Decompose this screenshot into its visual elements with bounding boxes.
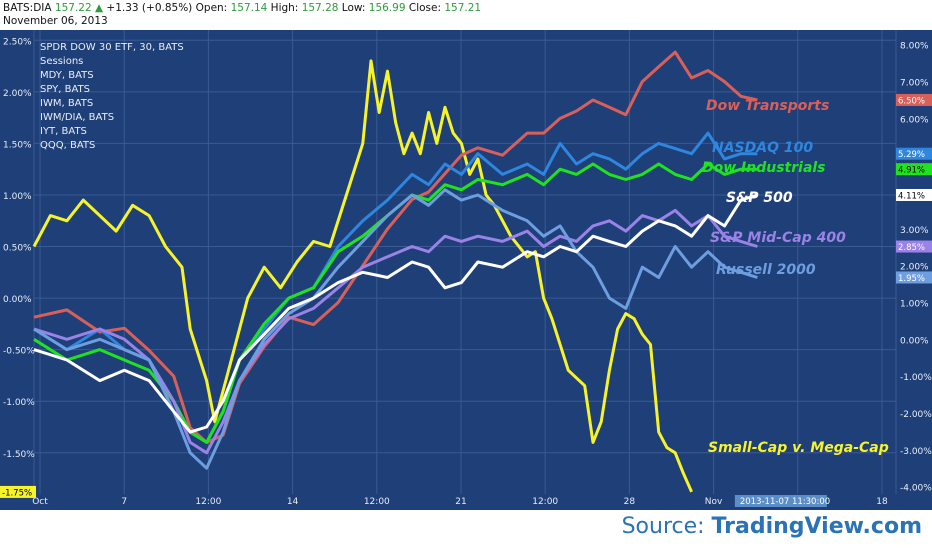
right-tick-label: 8.00% — [900, 42, 929, 52]
gridlines — [33, 30, 897, 494]
header-date: November 06, 2013 — [3, 15, 108, 27]
left-axis: 2.50% 2.00% 1.50% 1.00% 0.50% 0.00% -0.50% -1.0… — [3, 37, 35, 459]
legend-item: MDY, BATS — [40, 70, 94, 81]
left-tick-label: 1.00% — [3, 192, 32, 202]
left-tick-label: 1.50% — [3, 140, 32, 150]
high-label: High: — [270, 2, 299, 14]
end-tag-smallcap — [0, 485, 36, 498]
close-value: 157.21 — [444, 2, 482, 14]
right-tick-label: 2.00% — [900, 263, 929, 273]
legend-item: SPY, BATS — [40, 84, 90, 95]
series-line-sp500 — [33, 193, 758, 434]
series-line-russell — [33, 188, 758, 470]
right-tick-label: 0.00% — [900, 336, 929, 346]
series-line-smallcap — [32, 59, 693, 493]
legend-item: QQQ, BATS — [40, 140, 95, 151]
end-tag-industrials — [896, 163, 932, 176]
legend: SPDR DOW 30 ETF, 30, BATS Sessions MDY, BA… — [40, 42, 184, 151]
x-tick-label: Oct — [32, 497, 48, 507]
series-end-tags: -1.75% 6.50% 5.29% 4.91% 2.85% 1.95% 4.11% — [0, 93, 932, 498]
end-tag-russell — [896, 271, 932, 284]
end-tag-midcap — [896, 240, 932, 253]
end-tag-value-transports: 6.50% — [898, 96, 925, 106]
open-value: 157.14 — [230, 2, 268, 14]
right-tick-label: 3.00% — [900, 226, 929, 236]
crosshair-time-box — [734, 495, 827, 507]
series-label-midcap: S&P Mid-Cap 400 — [710, 230, 846, 246]
legend-item: IYT, BATS — [40, 126, 87, 137]
series-labels: Small-Cap v. Mega-Cap Dow Transports NASDA… — [702, 98, 889, 456]
close-label: Close: — [408, 2, 442, 14]
end-tag-value-nasdaq: 5.29% — [898, 150, 925, 160]
open-label: Open: — [195, 2, 228, 14]
right-tick-label: -3.00% — [900, 447, 932, 457]
x-tick-label: 12:00 — [532, 497, 558, 507]
x-tick-label: 21 — [455, 497, 466, 507]
left-tick-label: 2.50% — [3, 37, 32, 47]
symbol-header: BATS:DIA 157.22 ▲ +1.33 (+0.85%) Open: 1… — [0, 0, 932, 30]
end-tag-value-midcap: 2.85% — [898, 243, 925, 253]
ohlc-line: BATS:DIA 157.22 ▲ +1.33 (+0.85%) Open: 1… — [3, 2, 481, 14]
end-tag-value-industrials: 4.91% — [898, 166, 925, 176]
source-brand[interactable]: TradingView.com — [711, 514, 922, 539]
footer — [0, 510, 932, 550]
low-label: Low: — [341, 2, 366, 14]
high-value: 157.28 — [301, 2, 339, 14]
right-tick-label: 7.00% — [900, 79, 929, 89]
x-axis: Oct712:001412:002112:0028Nov12:00182013-… — [32, 495, 888, 507]
x-tick-label: Nov — [705, 497, 723, 507]
x-tick-label: 14 — [287, 497, 299, 507]
right-tick-label: 1.00% — [900, 300, 929, 310]
right-tick-label: -2.00% — [900, 410, 932, 420]
symbol-name: BATS:DIA — [3, 2, 52, 14]
end-tag-value-russell: 1.95% — [898, 274, 925, 284]
right-tick-label: -4.00% — [900, 484, 932, 494]
source-credit: Source: TradingView.com — [622, 514, 922, 539]
low-value: 156.99 — [368, 2, 406, 14]
left-tick-label: -1.00% — [3, 398, 35, 408]
legend-title: SPDR DOW 30 ETF, 30, BATS — [40, 42, 184, 53]
left-tick-label: 0.00% — [3, 295, 32, 305]
series-label-smallcap: Small-Cap v. Mega-Cap — [708, 440, 889, 456]
left-tick-label: -1.50% — [3, 450, 35, 460]
end-tag-nasdaq — [896, 147, 932, 160]
x-tick-label: 12:00 — [364, 497, 390, 507]
legend-item: IWM/DIA, BATS — [40, 112, 114, 123]
plot-background — [0, 30, 932, 510]
series-label-nasdaq: NASDAQ 100 — [712, 140, 813, 156]
series-label-sp500: S&P 500 — [726, 190, 793, 206]
series-lines — [32, 50, 758, 493]
legend-item: IWM, BATS — [40, 98, 93, 109]
right-tick-label: 6.00% — [900, 115, 929, 125]
left-tick-label: 0.50% — [3, 244, 32, 254]
series-label-russell: Russell 2000 — [716, 262, 816, 278]
left-tick-label: 2.00% — [3, 89, 32, 99]
end-tag-value-smallcap: -1.75% — [2, 488, 32, 498]
series-label-industrials: Dow Industrials — [702, 160, 826, 176]
triangle-up-icon: ▲ — [95, 2, 104, 14]
x-tick-label: 7 — [121, 497, 127, 507]
end-tag-sp500 — [896, 188, 932, 201]
series-label-transports: Dow Transports — [706, 98, 829, 114]
x-tick-label: 28 — [624, 497, 636, 507]
series-line-transports — [33, 50, 758, 444]
right-tick-label: -1.00% — [900, 373, 932, 383]
end-tag-value-sp500: 4.11% — [898, 191, 925, 201]
price-change: +1.33 (+0.85%) — [106, 2, 193, 14]
source-prefix: Source: — [621, 514, 712, 539]
crosshair-time-label: 2013-11-07 11:30:00 — [740, 497, 830, 507]
last-price: 157.22 — [54, 2, 92, 14]
x-tick-label: 18 — [876, 497, 888, 507]
legend-item: Sessions — [40, 56, 83, 67]
end-tag-transports — [896, 93, 932, 106]
left-tick-label: -0.50% — [3, 347, 35, 357]
x-tick-label: 12:00 — [195, 497, 221, 507]
